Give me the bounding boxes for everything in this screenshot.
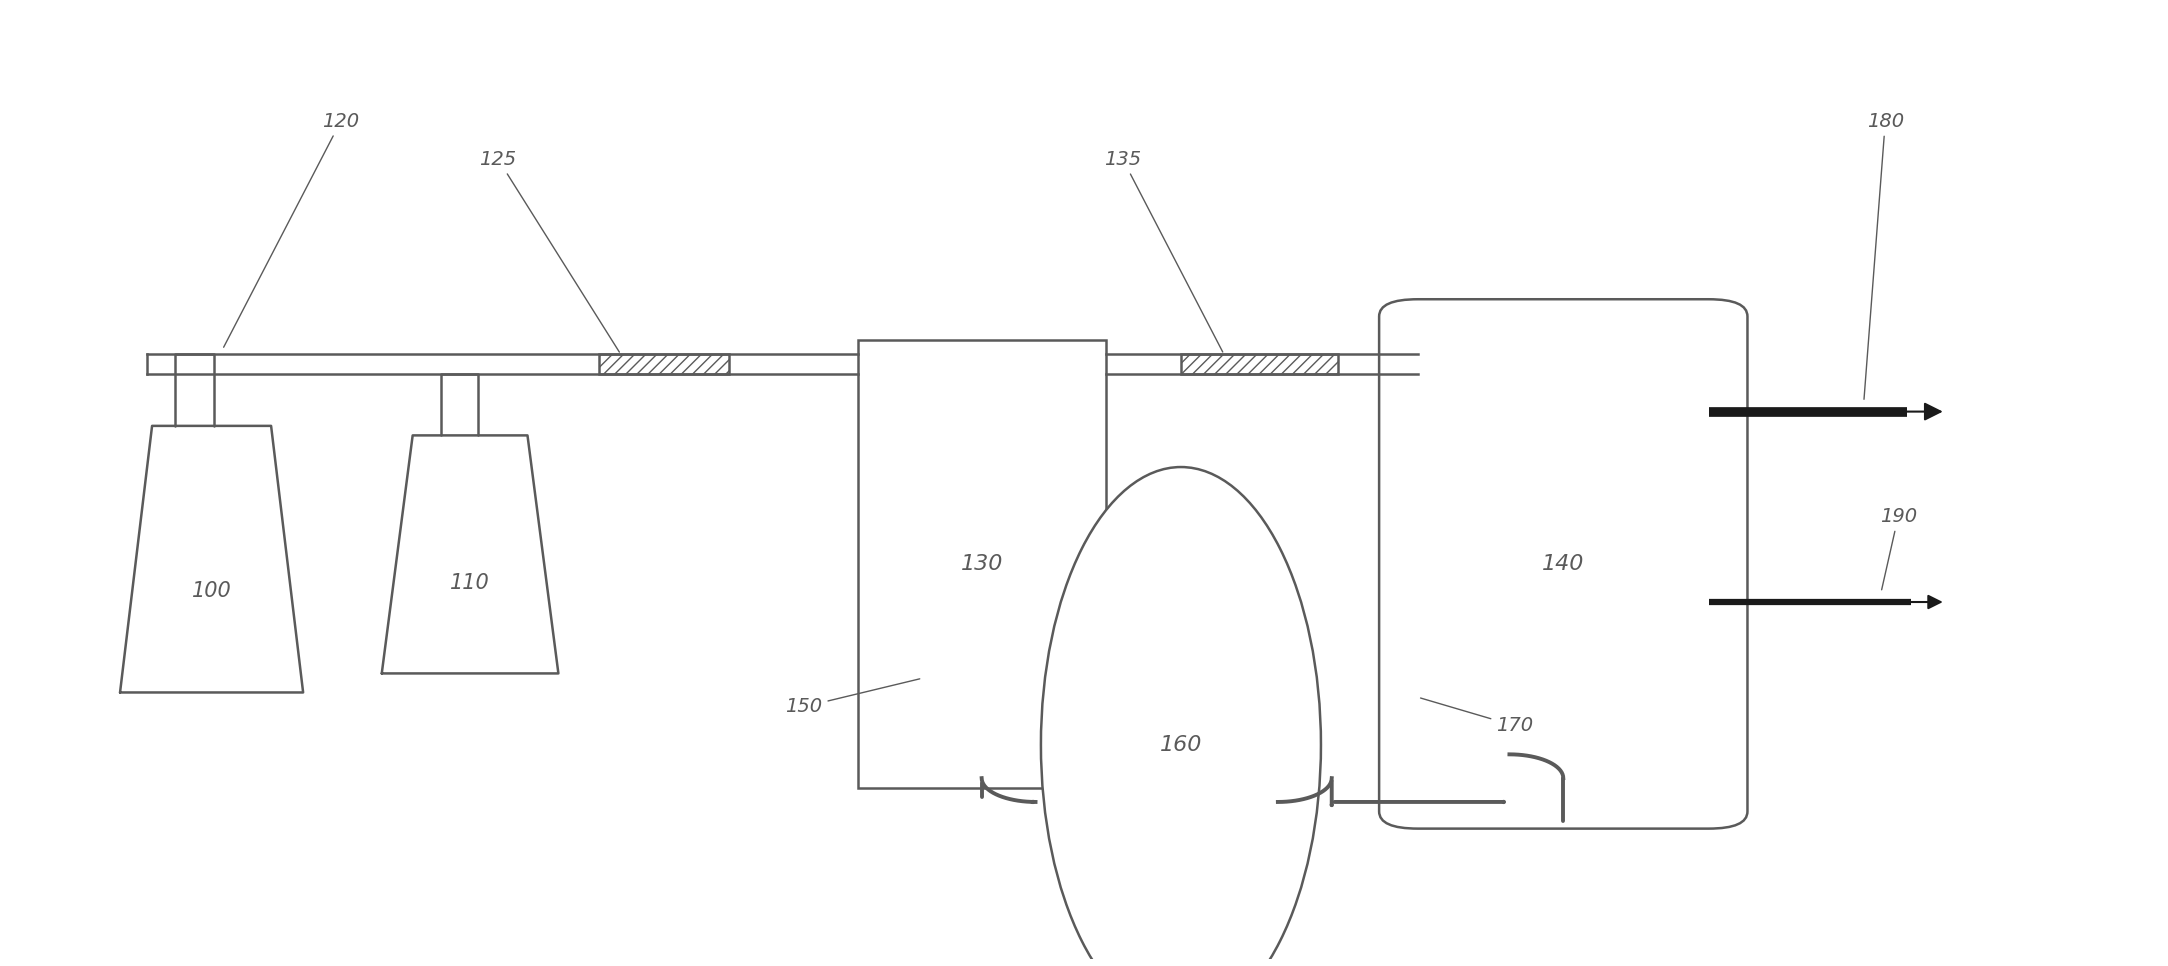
Text: 180: 180	[1864, 112, 1904, 399]
FancyBboxPatch shape	[1379, 299, 1747, 829]
Text: 135: 135	[1104, 150, 1223, 352]
Text: 130: 130	[960, 554, 1004, 574]
Text: 125: 125	[479, 150, 620, 353]
Text: 170: 170	[1420, 698, 1533, 735]
Bar	[859, 340, 1106, 787]
Text: 120: 120	[223, 112, 360, 347]
Ellipse shape	[1041, 467, 1320, 966]
Text: 140: 140	[1541, 554, 1585, 574]
Text: 100: 100	[191, 582, 232, 601]
Text: 190: 190	[1880, 507, 1917, 590]
Bar	[1182, 355, 1338, 374]
Bar	[598, 355, 728, 374]
Text: 160: 160	[1160, 735, 1201, 754]
Text: 150: 150	[785, 679, 919, 716]
Text: 110: 110	[451, 573, 490, 593]
